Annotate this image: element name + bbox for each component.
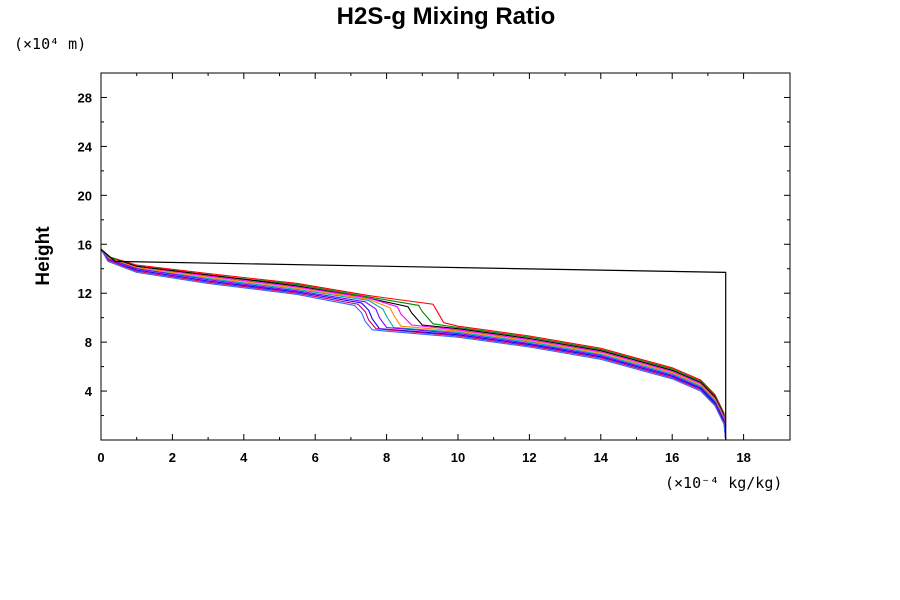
series-line-5 <box>100 248 727 441</box>
series-line-9 <box>100 248 727 441</box>
series-layer <box>100 248 727 441</box>
x-tick-label: 8 <box>383 450 390 465</box>
y-tick-label: 28 <box>78 90 92 105</box>
y-tick-label: 12 <box>78 286 92 301</box>
x-tick-label: 0 <box>97 450 104 465</box>
chart-title: H2S-g Mixing Ratio <box>337 3 556 30</box>
y-unit-label: (×10⁴ m) <box>14 35 86 53</box>
x-axis: 0 2 4 6 8 10 12 14 16 18 <box>97 73 751 465</box>
x-unit-label: (×10⁻⁴ kg/kg) <box>665 474 782 492</box>
series-line-11 <box>100 248 727 440</box>
x-tick-label: 2 <box>169 450 176 465</box>
y-tick-label: 8 <box>85 335 92 350</box>
x-tick-label: 14 <box>594 450 609 465</box>
series-line-3 <box>100 248 727 441</box>
y-tick-label: 4 <box>85 384 93 399</box>
x-tick-label: 4 <box>240 450 248 465</box>
x-tick-label: 12 <box>522 450 536 465</box>
y-tick-label: 24 <box>78 139 93 154</box>
y-axis-label: Height <box>33 226 54 286</box>
series-line-1 <box>100 248 727 441</box>
series-line-10 <box>100 248 727 441</box>
series-line-7 <box>100 248 727 441</box>
x-tick-label: 10 <box>451 450 465 465</box>
x-tick-label: 18 <box>736 450 750 465</box>
x-tick-label: 16 <box>665 450 679 465</box>
plot-frame <box>100 72 791 441</box>
y-axis: 4 8 12 16 20 24 28 <box>78 90 790 417</box>
y-tick-label: 16 <box>78 237 92 252</box>
x-tick-label: 6 <box>312 450 319 465</box>
series-line-6 <box>100 248 727 441</box>
y-tick-label: 20 <box>78 188 92 203</box>
series-line-4 <box>100 248 727 441</box>
